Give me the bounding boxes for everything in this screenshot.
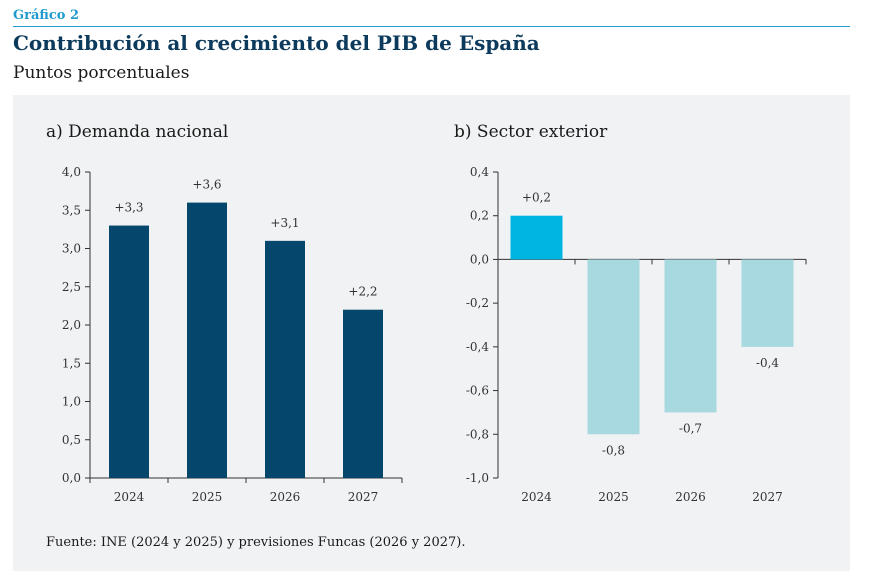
y-tick-label: 3,0: [62, 242, 81, 256]
y-tick-label: 2,0: [62, 318, 81, 332]
y-tick-label: 0,2: [470, 209, 489, 223]
figure-tag: Gráfico 2: [13, 8, 79, 23]
x-tick-label-2026: 2026: [675, 490, 706, 504]
y-tick-label: 1,0: [62, 395, 81, 409]
x-tick-label-2024: 2024: [521, 490, 552, 504]
y-tick-label: -0,2: [466, 296, 489, 310]
bar-2027: [343, 309, 383, 478]
x-tick-label-2024: 2024: [114, 490, 145, 504]
y-tick-label: 0,5: [62, 433, 81, 447]
y-tick-label: 2,5: [62, 280, 81, 294]
bar-2025: [587, 259, 640, 435]
chart-title: Contribución al crecimiento del PIB de E…: [13, 31, 540, 55]
chart-panel-title: b) Sector exterior: [454, 122, 608, 142]
x-tick-label-2027: 2027: [752, 490, 783, 504]
chart-demanda-nacional: a) Demanda nacional 0,0 0,5 1,0 1,5 2,0 2,5 3,0…: [46, 122, 403, 504]
chart-panel-title: a) Demanda nacional: [46, 122, 228, 142]
x-tick-label-2025: 2025: [192, 490, 223, 504]
data-label-2027: -0,4: [756, 356, 780, 370]
y-tick-label: -1,0: [466, 471, 489, 485]
data-label-2026: -0,7: [679, 421, 702, 435]
chart-sector-exterior: b) Sector exterior 0,4 0,2 0,0 -0,2 -0,4 -0,6 -…: [454, 122, 807, 504]
x-tick-label-2025: 2025: [598, 490, 629, 504]
data-label-2024: +0,2: [522, 191, 551, 205]
data-label-2026: +3,1: [270, 216, 299, 230]
y-tick-label: 3,5: [62, 203, 81, 217]
y-tick-label: 0,0: [62, 471, 81, 485]
y-tick-label: -0,4: [466, 340, 490, 354]
bar-2024: [510, 215, 563, 260]
data-label-2025: -0,8: [602, 443, 625, 457]
source-note: Fuente: INE (2024 y 2025) y previsiones …: [46, 535, 466, 550]
y-tick-label: 0,4: [470, 165, 489, 179]
bar-2025: [187, 202, 227, 478]
y-tick-label: 4,0: [62, 165, 81, 179]
y-tick-label: 0,0: [470, 252, 489, 266]
header-rule: [13, 26, 850, 27]
x-tick-label-2026: 2026: [270, 490, 301, 504]
bar-2024: [109, 225, 149, 478]
chart-subtitle: Puntos porcentuales: [13, 63, 190, 83]
data-label-2027: +2,2: [348, 285, 377, 299]
y-tick-label: -0,6: [466, 384, 489, 398]
x-tick-label-2027: 2027: [348, 490, 379, 504]
data-label-2024: +3,3: [114, 201, 143, 215]
y-tick-label: 1,5: [62, 356, 81, 370]
data-label-2025: +3,6: [192, 178, 221, 192]
bar-2027: [741, 259, 794, 347]
bar-2026: [265, 240, 305, 478]
bar-2026: [664, 259, 717, 413]
y-tick-label: -0,8: [466, 427, 489, 441]
